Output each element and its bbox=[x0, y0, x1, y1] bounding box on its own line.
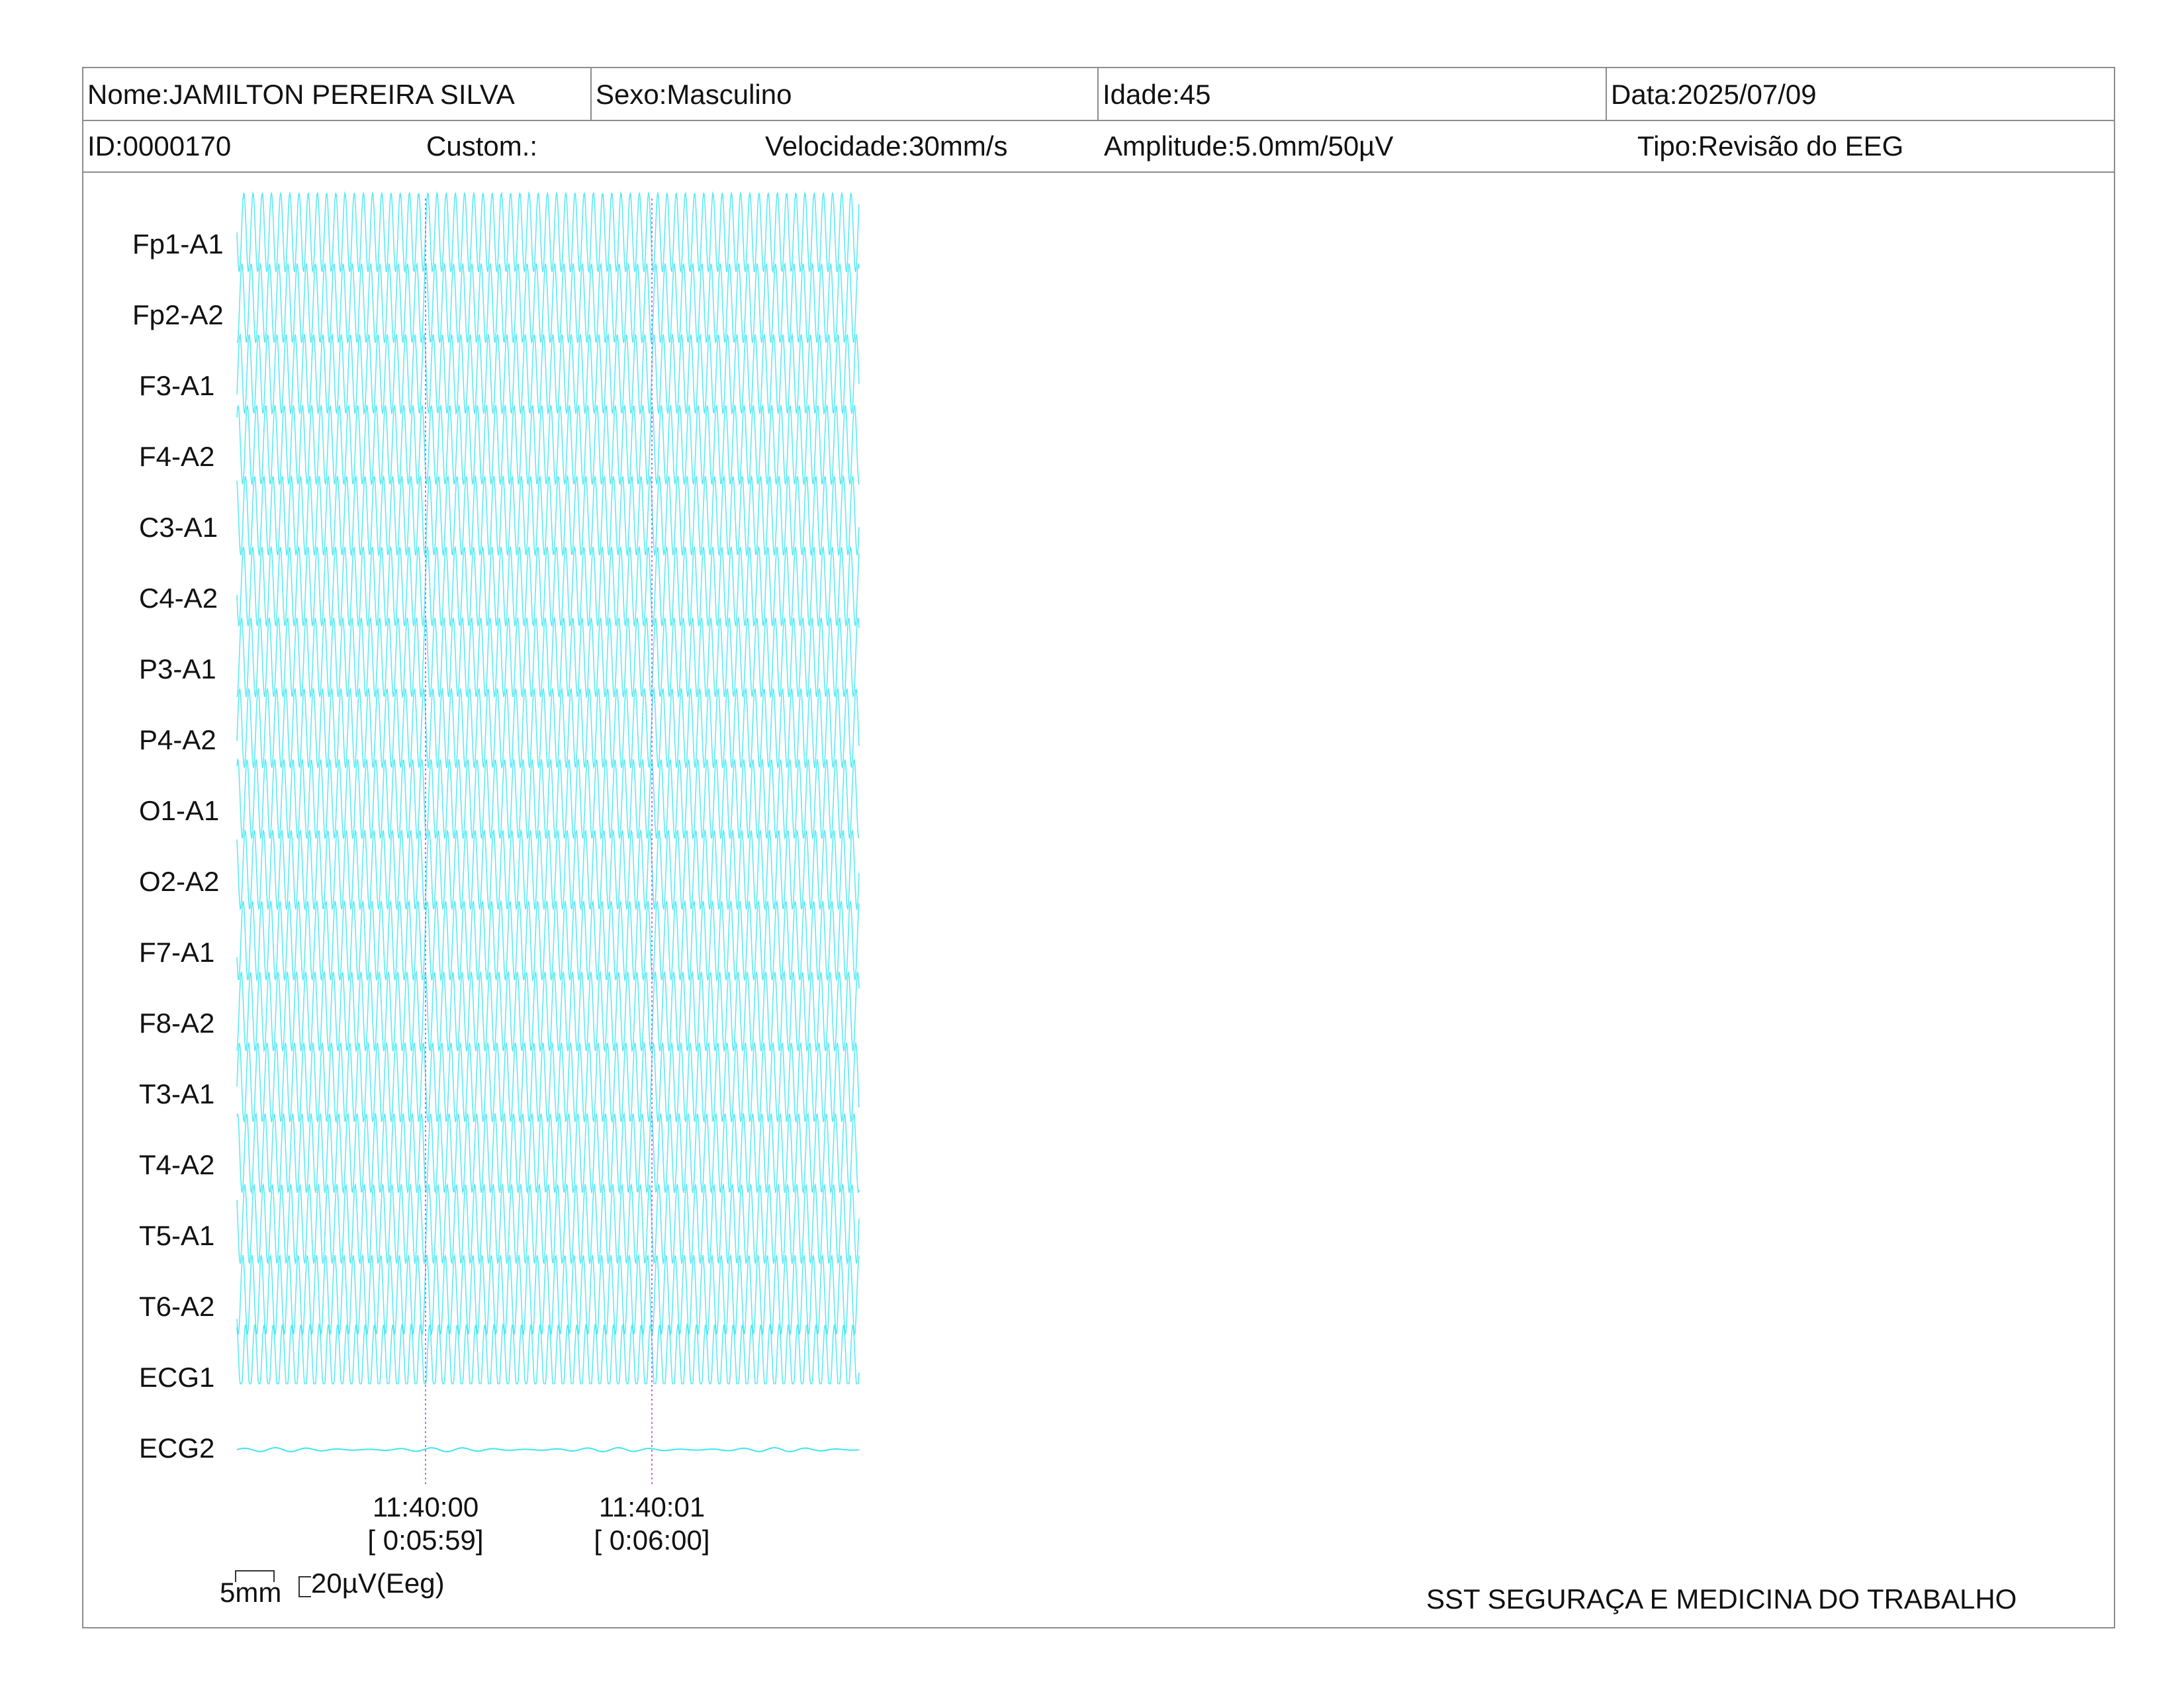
patient-age: Idade:45 bbox=[1103, 79, 1211, 110]
channel-label-f8-a2: F8-A2 bbox=[139, 1008, 215, 1039]
trace-o1-a1 bbox=[236, 757, 860, 841]
divider bbox=[1097, 68, 1099, 121]
trace-ecg2 bbox=[236, 1446, 860, 1452]
time-scale-label: 5mm bbox=[220, 1577, 282, 1608]
channel-label-t4-a2: T4-A2 bbox=[139, 1149, 215, 1180]
channel-label-ecg2: ECG2 bbox=[139, 1432, 215, 1464]
channel-label-fp1-a1: Fp1-A1 bbox=[132, 228, 224, 259]
channel-label-t3-a1: T3-A1 bbox=[139, 1078, 215, 1109]
patient-sex: Sexo:Masculino bbox=[596, 79, 792, 110]
channel-label-c3-a1: C3-A1 bbox=[139, 512, 218, 543]
footer-company: SST SEGURAÇA E MEDICINA DO TRABALHO bbox=[1426, 1583, 2017, 1615]
amplitude-scale-label: 20µV(Eeg) bbox=[311, 1568, 445, 1599]
clock-time: 11:40:00 bbox=[372, 1491, 479, 1523]
channel-label-ecg1: ECG1 bbox=[139, 1362, 215, 1393]
trace-t3-a1 bbox=[236, 1041, 860, 1124]
channel-label-c4-a2: C4-A2 bbox=[139, 583, 218, 614]
trace-f3-a1 bbox=[236, 332, 860, 416]
channel-label-o2-a2: O2-A2 bbox=[139, 866, 220, 897]
channel-label-p3-a1: P3-A1 bbox=[139, 653, 216, 684]
trace-f4-a2 bbox=[236, 404, 860, 487]
trace-p4-a2 bbox=[236, 686, 860, 770]
amplitude-setting: Amplitude:5.0mm/50µV bbox=[1104, 130, 1394, 162]
report-frame: Nome:JAMILTON PEREIRA SILVA Sexo:Masculi… bbox=[82, 67, 2115, 1628]
channel-label-o1-a1: O1-A1 bbox=[139, 795, 220, 826]
trace-f8-a2 bbox=[236, 970, 860, 1053]
speed-setting: Velocidade:30mm/s bbox=[765, 130, 1008, 162]
header-row-2: ID:0000170 Custom.: Velocidade:30mm/s Am… bbox=[83, 121, 2114, 173]
time-scale-bracket bbox=[235, 1570, 275, 1582]
custom-field: Custom.: bbox=[426, 130, 538, 162]
elapsed-time: [ 0:05:59] bbox=[367, 1524, 484, 1556]
trace-t5-a1 bbox=[236, 1182, 860, 1266]
trace-fp1-a1 bbox=[236, 191, 860, 274]
channel-label-f4-a2: F4-A2 bbox=[139, 441, 215, 472]
elapsed-time: [ 0:06:00] bbox=[594, 1524, 710, 1556]
trace-c3-a1 bbox=[236, 474, 860, 557]
trace-p3-a1 bbox=[236, 616, 860, 699]
exam-date: Data:2025/07/09 bbox=[1611, 79, 1817, 110]
channel-label-fp2-a2: Fp2-A2 bbox=[132, 299, 224, 330]
trace-o2-a2 bbox=[236, 828, 860, 912]
divider bbox=[1606, 68, 1607, 121]
trace-fp2-a2 bbox=[236, 261, 860, 344]
trace-c4-a2 bbox=[236, 545, 860, 628]
trace-t6-a2 bbox=[236, 1253, 860, 1336]
divider bbox=[590, 68, 592, 121]
patient-id: ID:0000170 bbox=[87, 130, 232, 162]
time-marker-label: 11:40:01[ 0:06:00] bbox=[553, 1491, 751, 1557]
channel-label-f7-a1: F7-A1 bbox=[139, 937, 215, 968]
trace-t4-a2 bbox=[236, 1111, 860, 1195]
patient-name: Nome:JAMILTON PEREIRA SILVA bbox=[87, 79, 515, 110]
trace-ecg1 bbox=[236, 1323, 860, 1385]
clock-time: 11:40:01 bbox=[598, 1491, 705, 1523]
time-marker-label: 11:40:00[ 0:05:59] bbox=[326, 1491, 525, 1557]
channel-label-t5-a1: T5-A1 bbox=[139, 1220, 215, 1251]
channel-label-t6-a2: T6-A2 bbox=[139, 1291, 215, 1322]
channel-label-f3-a1: F3-A1 bbox=[139, 370, 215, 401]
header-row-1: Nome:JAMILTON PEREIRA SILVA Sexo:Masculi… bbox=[83, 68, 2114, 121]
trace-f7-a1 bbox=[236, 899, 860, 982]
review-type: Tipo:Revisão do EEG bbox=[1637, 130, 1904, 162]
amplitude-scale-bracket bbox=[298, 1576, 311, 1597]
channel-label-p4-a2: P4-A2 bbox=[139, 724, 216, 755]
